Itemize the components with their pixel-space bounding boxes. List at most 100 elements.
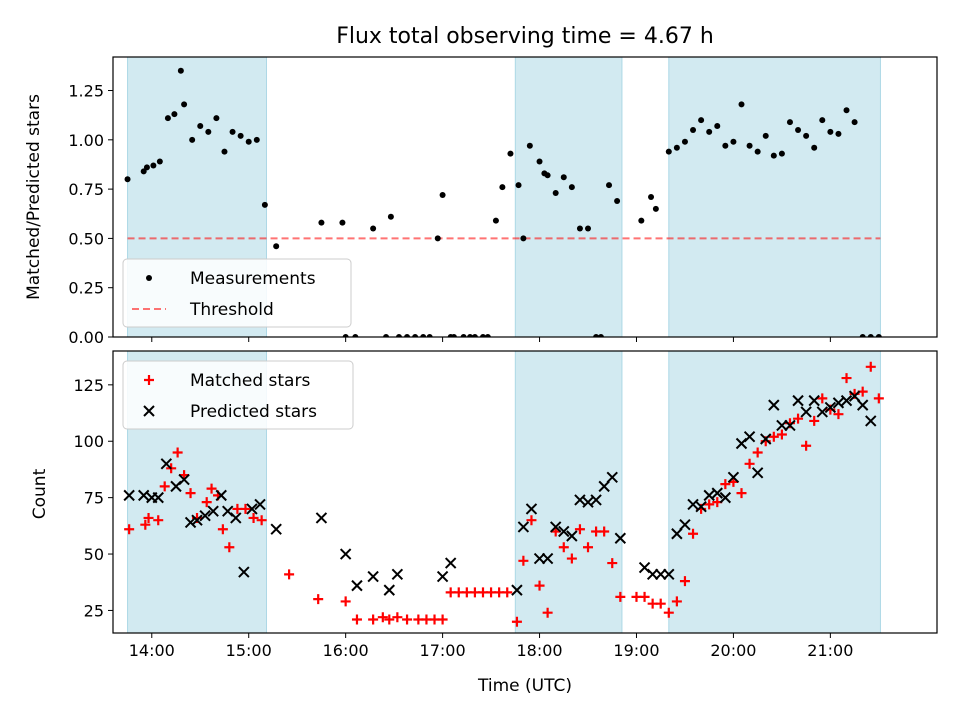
measurement-point [471,334,478,337]
legend-matched-marker [144,375,154,385]
matched-point [688,528,699,539]
matched-point [206,483,217,494]
measurement-point [479,334,486,337]
measurement-point [778,150,785,157]
matched-point [284,569,295,580]
measurement-point [143,164,150,171]
predicted-point [566,530,578,542]
y-tick-label: 0.75 [68,180,104,199]
measurement-point [189,136,196,143]
predicted-point [511,584,523,596]
measurement-point [526,142,533,149]
matched-point [865,361,876,372]
measurement-point [434,235,441,242]
measurement-point [342,334,349,337]
measurement-point [318,219,325,226]
matched-point [736,488,747,499]
y-tick-label: 125 [73,376,104,395]
chart-title: Flux total observing time = 4.67 h [336,24,714,49]
measurement-point [803,132,810,139]
matched-point [793,413,804,424]
y-tick-label: 1.00 [68,131,104,150]
measurement-point [835,130,842,137]
x-tick-label: 18:00 [516,641,562,660]
measurement-point [859,334,866,337]
measurement-point [875,334,882,337]
top-legend: Measurements Threshold [122,258,352,328]
predicted-point [614,532,627,544]
measurement-point [690,126,697,133]
predicted-point [663,568,675,581]
predicted-point [367,570,379,583]
measurement-point [387,213,394,220]
matched-point [809,415,820,426]
predicted-point [760,433,772,445]
predicted-point [598,480,610,493]
matched-point [583,542,594,553]
measurement-point [420,334,427,337]
matched-point [518,555,529,566]
measurement-point [746,142,753,149]
measurement-point [237,132,244,139]
axes-frame [112,350,938,634]
y-tick-label: 1.25 [68,82,104,101]
measurement-point [339,219,346,226]
measurement-point [536,158,543,165]
measurement-point [213,115,220,122]
measurement-point [568,184,575,191]
measurement-point [597,334,604,337]
measurement-point [754,148,761,155]
measurement-point [171,111,178,118]
measurement-point [706,128,713,135]
predicted-point [137,489,150,502]
predicted-point [800,406,812,418]
measurement-point [819,117,826,124]
measurement-point [383,334,390,337]
measurement-point [560,174,567,181]
measurement-point [544,172,551,179]
matched-point [240,503,251,514]
measurement-point [714,123,721,130]
x-tick-label: 21:00 [807,641,853,660]
measurement-point [156,158,163,165]
matched-point [502,587,513,598]
y-tick-label: 50 [84,545,104,564]
matched-point [615,591,626,602]
predicted-point [840,394,853,407]
predicted-point [679,519,691,531]
predicted-point [606,471,618,484]
predicted-point [865,415,877,427]
observing-window [514,351,623,633]
y-tick-label: 0.00 [68,328,104,347]
y-tick-label: 0.50 [68,229,104,248]
measurement-point [665,148,672,155]
matched-point [437,614,448,625]
measurement-point [467,334,474,337]
plot-area [124,57,882,337]
y-tick-label: 25 [84,601,104,620]
predicted-point [784,419,796,432]
matched-point [801,440,812,451]
predicted-point [123,489,135,502]
measurement-point [395,334,402,337]
predicted-point [751,467,764,479]
predicted-point [549,521,562,533]
matched-point [185,488,196,499]
predicted-point [238,566,250,578]
measurement-point [273,243,280,250]
matched-point [776,429,787,440]
measurement-point [221,148,228,155]
predicted-point [848,390,861,402]
matched-point [511,616,522,627]
matched-point [351,614,362,625]
legend-label: Matched stars [190,371,310,391]
bottom-legend: Matched stars Predicted stars [122,360,354,430]
matched-point [873,393,884,404]
matched-point [384,614,395,625]
predicted-point [824,401,837,414]
predicted-point [215,489,227,502]
matched-point [768,431,779,442]
predicted-point [574,494,586,506]
measurement-point [762,132,769,139]
